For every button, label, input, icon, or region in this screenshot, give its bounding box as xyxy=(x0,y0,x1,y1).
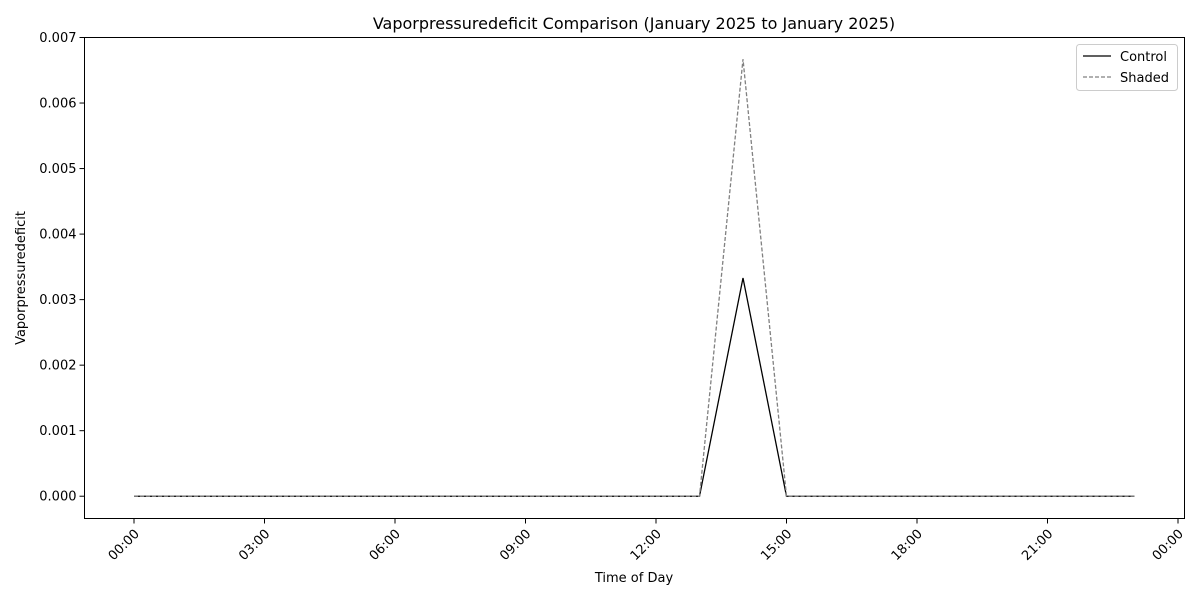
y-tick-label: 0.006 xyxy=(39,97,76,112)
x-axis: 00:00 03:00 06:00 09:00 12:00 15:00 18:00 21:00… xyxy=(106,518,1187,564)
x-tick-label: 12:00 xyxy=(628,527,665,564)
y-tick-label: 0.005 xyxy=(39,162,76,177)
plot-frame xyxy=(84,37,1185,519)
x-tick-label: 18:00 xyxy=(889,527,926,564)
legend-label-shaded: Shaded xyxy=(1120,71,1169,86)
y-tick-label: 0.004 xyxy=(39,228,76,243)
series-line-control xyxy=(134,277,1135,497)
y-axis: 0.000 0.001 0.002 0.003 0.004 0.005 0.006 0.007 xyxy=(39,31,85,505)
y-tick-label: 0.000 xyxy=(39,490,76,505)
series-line-shaded xyxy=(134,59,1135,497)
x-tick-label: 03:00 xyxy=(236,527,273,564)
series-lines xyxy=(134,59,1135,497)
legend: Control Shaded xyxy=(1076,44,1178,91)
chart-title: Vaporpressuredeficit Comparison (January… xyxy=(373,14,895,33)
legend-label-control: Control xyxy=(1120,50,1167,65)
y-tick-label: 0.002 xyxy=(39,359,76,374)
x-tick-label: 21:00 xyxy=(1019,527,1056,564)
y-tick-label: 0.001 xyxy=(39,424,76,439)
x-tick-label: 00:00 xyxy=(1150,527,1187,564)
x-tick-label: 15:00 xyxy=(758,527,795,564)
y-axis-title: Vaporpressuredeficit xyxy=(14,211,29,345)
y-tick-label: 0.003 xyxy=(39,293,76,308)
x-tick-label: 00:00 xyxy=(106,527,143,564)
y-tick-label: 0.007 xyxy=(39,31,76,46)
x-tick-label: 06:00 xyxy=(367,527,404,564)
x-axis-title: Time of Day xyxy=(594,571,674,586)
x-tick-label: 09:00 xyxy=(497,527,534,564)
